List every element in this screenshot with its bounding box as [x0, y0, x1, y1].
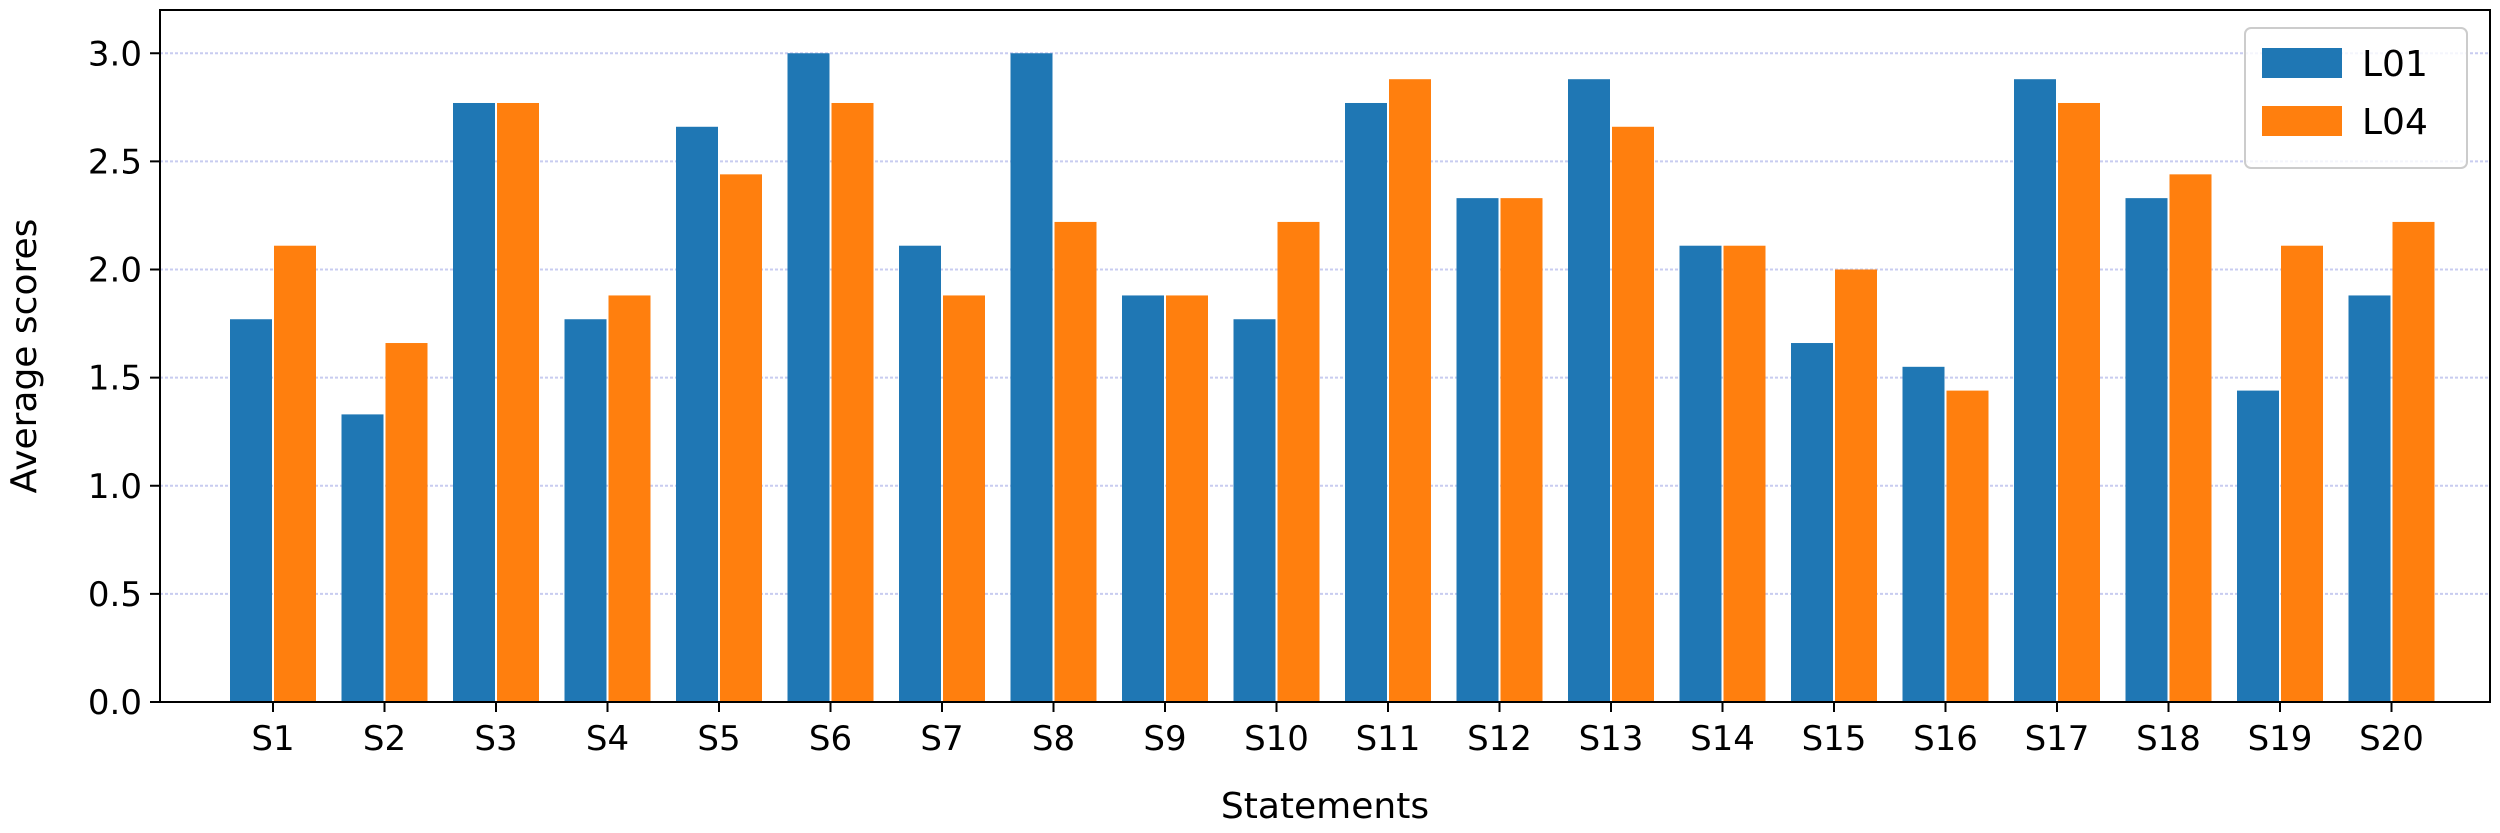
bar-l01-s7	[899, 245, 941, 702]
legend-label-l01: L01	[2362, 44, 2428, 85]
bar-l01-s1	[230, 319, 272, 702]
plot-frame	[159, 9, 2491, 703]
bar-l04-s16	[1946, 390, 1989, 702]
x-tick-label: S16	[1913, 719, 1978, 759]
x-tick-label: S6	[809, 719, 852, 759]
x-tick-label: S18	[2136, 719, 2201, 759]
x-axis-title: Statements	[1221, 786, 1429, 827]
y-tick-label: 2.5	[88, 142, 142, 182]
x-tick-label: S3	[474, 719, 517, 759]
bars	[230, 53, 2435, 703]
bar-l04-s15	[1835, 269, 1877, 702]
bar-l01-s19	[2237, 390, 2279, 702]
x-tick-label: S1	[251, 719, 294, 759]
bar-l04-s7	[943, 295, 985, 702]
bar-l01-s13	[1568, 79, 1610, 702]
bar-l01-s2	[341, 414, 384, 702]
bar-l04-s12	[1500, 198, 1543, 702]
y-tick-label: 0.0	[88, 683, 142, 723]
bar-l01-s10	[1233, 319, 1276, 702]
y-tick-label: 1.5	[88, 359, 142, 399]
x-axis-ticks: S1 S2 S3 S4 S5 S6 S7 S8 S9 S10 S11 S12 S13 S14 S15 S16 S…	[251, 702, 2424, 759]
y-axis-title: Average scores	[4, 219, 45, 494]
bar-l01-s9	[1122, 295, 1164, 702]
bar-l04-s19	[2281, 245, 2323, 702]
y-tick-label: 0.5	[88, 575, 142, 615]
x-tick-label: S2	[363, 719, 406, 759]
x-tick-label: S8	[1032, 719, 1075, 759]
bar-l01-s11	[1345, 102, 1387, 703]
bar-l04-s4	[608, 295, 651, 702]
bar-l04-s1	[274, 245, 316, 702]
bar-l04-s17	[2058, 102, 2100, 703]
x-tick-label: S12	[1467, 719, 1532, 759]
x-tick-label: S20	[2359, 719, 2424, 759]
x-tick-label: S7	[920, 719, 963, 759]
bar-l04-s20	[2392, 221, 2435, 703]
x-tick-label: S17	[2025, 719, 2090, 759]
bar-l04-s5	[720, 174, 762, 703]
bar-l01-s12	[1456, 198, 1499, 702]
x-tick-label: S13	[1579, 719, 1644, 759]
grid-lines	[160, 52, 2490, 703]
bar-l01-s14	[1679, 245, 1722, 702]
bar-l01-s5	[676, 126, 718, 702]
y-axis-ticks: 0.0 0.5 1.0 1.5 2.0 2.5 3.0	[88, 34, 160, 723]
legend: L01 L04	[2244, 27, 2468, 169]
bar-l04-s9	[1166, 295, 1208, 702]
bar-l04-s13	[1612, 126, 1654, 702]
bar-l01-s20	[2348, 295, 2391, 702]
bar-l04-s6	[831, 102, 874, 703]
bar-l01-s18	[2125, 198, 2168, 702]
bar-l04-s2	[385, 343, 428, 702]
x-tick-label: S14	[1690, 719, 1755, 759]
bar-l01-s3	[453, 102, 495, 703]
bar-l04-s18	[2169, 174, 2212, 703]
bar-l04-s14	[1723, 245, 1766, 702]
x-tick-label: S11	[1356, 719, 1421, 759]
bar-l04-s11	[1389, 79, 1431, 702]
bar-l04-s10	[1277, 221, 1320, 703]
bar-l04-s8	[1054, 221, 1097, 703]
x-tick-label: S10	[1244, 719, 1309, 759]
y-tick-label: 2.0	[88, 251, 142, 291]
bar-l01-s4	[564, 319, 607, 702]
x-tick-label: S19	[2248, 719, 2313, 759]
bar-l01-s15	[1791, 343, 1833, 702]
x-tick-label: S4	[586, 719, 629, 759]
bar-l01-s6	[787, 53, 830, 702]
y-tick-label: 3.0	[88, 34, 142, 74]
x-tick-label: S15	[1802, 719, 1867, 759]
legend-label-l04: L04	[2362, 102, 2428, 143]
y-tick-label: 1.0	[88, 467, 142, 507]
bar-l04-s3	[497, 102, 539, 703]
legend-swatch-l04	[2262, 106, 2342, 136]
legend-swatch-l01	[2262, 48, 2342, 78]
bar-l01-s17	[2014, 79, 2056, 702]
bar-l01-s16	[1902, 366, 1945, 702]
x-tick-label: S9	[1143, 719, 1186, 759]
x-tick-label: S5	[697, 719, 740, 759]
bar-l01-s8	[1010, 53, 1053, 702]
